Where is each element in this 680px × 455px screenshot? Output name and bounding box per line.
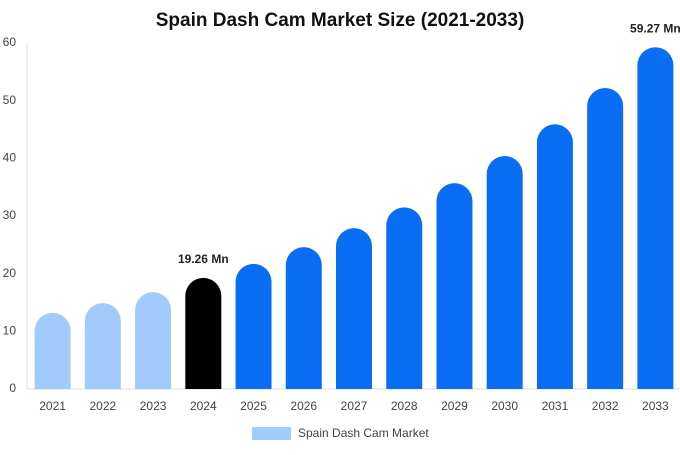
x-tick-label: 2033 bbox=[642, 399, 669, 413]
x-tick-label: 2028 bbox=[391, 399, 418, 413]
y-tick-label: 50 bbox=[3, 93, 17, 107]
legend-label: Spain Dash Cam Market bbox=[298, 426, 429, 440]
bar bbox=[637, 47, 674, 390]
data-label: 59.27 Mn bbox=[630, 21, 680, 35]
x-tick-label: 2027 bbox=[341, 399, 368, 413]
x-tick-label: 2031 bbox=[542, 399, 569, 413]
x-tick-label: 2032 bbox=[592, 399, 619, 413]
legend-swatch bbox=[252, 427, 291, 440]
chart-title: Spain Dash Cam Market Size (2021-2033) bbox=[156, 10, 525, 31]
bar bbox=[285, 247, 322, 389]
bar bbox=[536, 124, 573, 390]
x-tick-label: 2026 bbox=[290, 399, 317, 413]
y-tick-label: 10 bbox=[3, 324, 17, 338]
y-tick-label: 20 bbox=[3, 266, 17, 280]
y-tick-label: 60 bbox=[3, 35, 17, 49]
x-tick-label: 2029 bbox=[441, 399, 468, 413]
x-tick-label: 2030 bbox=[491, 399, 518, 413]
bar bbox=[84, 303, 121, 389]
bar bbox=[486, 156, 523, 389]
data-label: 19.26 Mn bbox=[178, 252, 229, 266]
bar bbox=[436, 183, 473, 389]
bar bbox=[386, 207, 423, 389]
x-tick-label: 2024 bbox=[190, 399, 217, 413]
bar bbox=[336, 228, 372, 389]
bar bbox=[185, 277, 222, 389]
bar bbox=[587, 87, 624, 389]
y-tick-label: 0 bbox=[9, 381, 16, 395]
bar bbox=[135, 292, 172, 389]
x-tick-label: 2025 bbox=[240, 399, 267, 413]
x-tick-label: 2021 bbox=[39, 399, 66, 413]
x-tick-label: 2023 bbox=[140, 399, 167, 413]
bar bbox=[34, 312, 71, 389]
y-tick-label: 40 bbox=[3, 151, 17, 165]
y-tick-label: 30 bbox=[3, 208, 17, 222]
x-tick-label: 2022 bbox=[89, 399, 116, 413]
bar bbox=[235, 263, 272, 389]
